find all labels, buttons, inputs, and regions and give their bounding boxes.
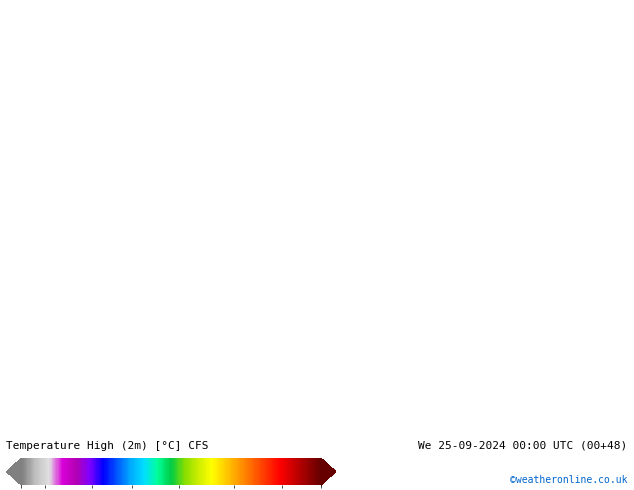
Text: Temperature High (2m) [°C] CFS: Temperature High (2m) [°C] CFS — [6, 441, 209, 451]
Text: ©weatheronline.co.uk: ©weatheronline.co.uk — [510, 475, 628, 485]
Text: We 25-09-2024 00:00 UTC (00+48): We 25-09-2024 00:00 UTC (00+48) — [418, 441, 628, 451]
PathPatch shape — [321, 458, 336, 485]
PathPatch shape — [6, 458, 22, 485]
